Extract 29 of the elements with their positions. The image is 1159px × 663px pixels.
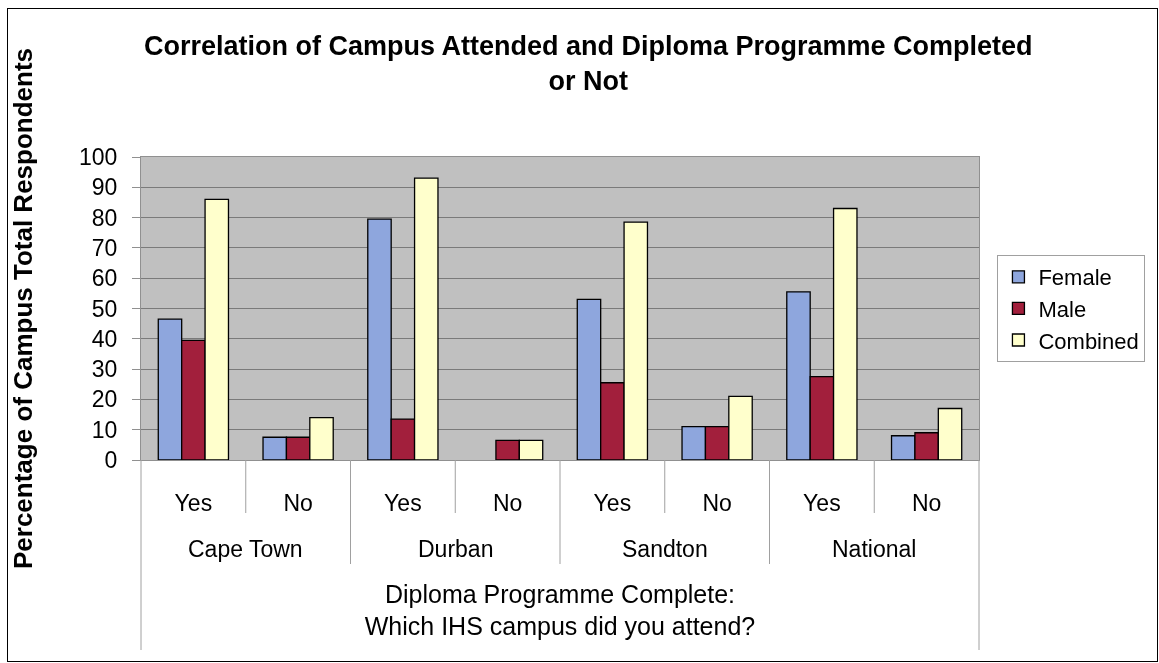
y-tick-label: 40	[91, 325, 118, 352]
y-tick-label: 60	[91, 265, 118, 292]
x-tick-label: Yes	[593, 489, 632, 516]
y-tick-label: 70	[91, 234, 118, 261]
x-tick-label: Yes	[384, 489, 422, 516]
chart-title: Correlation of Campus Attended and Diploma Programme Completed or Not	[143, 30, 1033, 96]
text: Durban	[418, 536, 494, 562]
x-tick-label: Yes	[174, 489, 213, 516]
x-tick-label: No	[702, 489, 732, 516]
text: Sandton	[622, 536, 708, 562]
x-tick-label: No	[492, 489, 523, 516]
y-tick-label: 80	[91, 204, 118, 231]
y-tick-label: 90	[91, 174, 118, 201]
y-tick-label: 30	[91, 356, 118, 383]
y-tick-label: 10	[91, 416, 118, 443]
text: Cape Town	[188, 536, 303, 562]
x-tick-label: No	[283, 489, 313, 516]
x-axis-title: Diploma Programme Complete: Which IHS campus did you attend?	[364, 579, 756, 641]
legend-label: Female	[1038, 265, 1112, 291]
y-tick-label: 0	[104, 447, 118, 474]
text: National	[832, 536, 917, 562]
y-tick-label: 100	[79, 144, 118, 171]
y-axis-title: Percentage of Campus Total Respondents	[8, 47, 38, 570]
legend-label: Male	[1038, 296, 1087, 322]
y-tick-label: 50	[91, 295, 118, 322]
legend-label: Combined	[1038, 328, 1139, 354]
y-tick-label: 20	[91, 386, 118, 413]
x-tick-label: No	[911, 489, 942, 516]
x-tick-label: Yes	[803, 489, 841, 516]
